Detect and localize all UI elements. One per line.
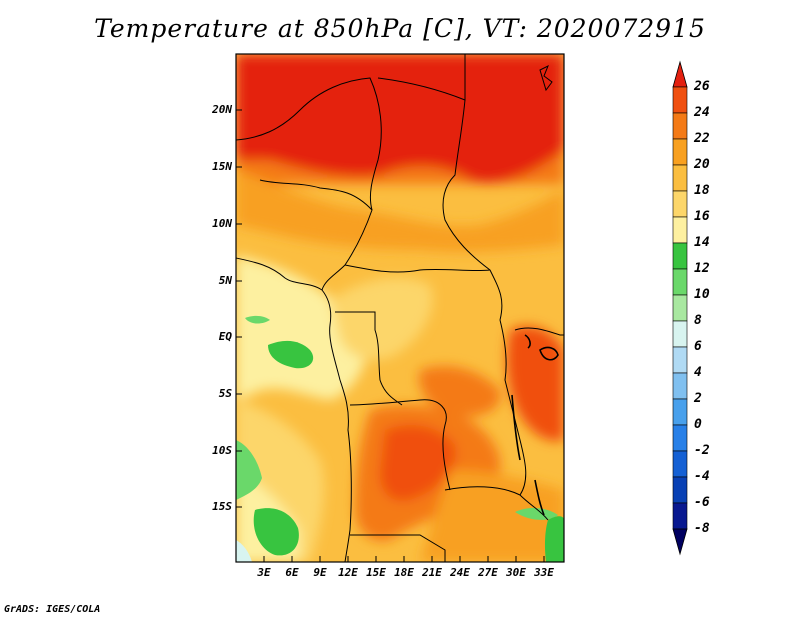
lon-label-3e: 3E — [257, 566, 271, 579]
lon-label-21e: 21E — [422, 566, 442, 579]
field-south-hot — [379, 425, 456, 501]
colorbar-label: 26 — [694, 79, 710, 94]
colorbar-box — [672, 346, 688, 374]
border-car — [344, 264, 491, 273]
coastline-west — [236, 257, 352, 562]
map-frame — [235, 53, 565, 563]
colorbar-label: 16 — [694, 209, 710, 224]
field-east-hot — [506, 326, 564, 441]
field-congo-mild — [330, 277, 433, 360]
lon-label-9e: 9E — [313, 566, 327, 579]
field-green-offshore — [245, 315, 270, 324]
colorbar-box — [672, 268, 688, 296]
colorbar-top-arrow — [672, 60, 688, 88]
colorbar-box — [672, 372, 688, 400]
colorbar-box — [672, 294, 688, 322]
temperature-field — [236, 54, 564, 562]
colorbar-box — [672, 138, 688, 166]
field-green-west-b — [253, 508, 299, 556]
field-green-gabon — [268, 340, 314, 369]
colorbar-label: -2 — [694, 443, 710, 458]
field-southeast-warm — [420, 470, 564, 562]
border-congo — [335, 311, 403, 406]
lat-label-10s: 10S — [212, 444, 232, 457]
colorbar-box — [672, 320, 688, 348]
border-chad-sudan — [442, 99, 503, 321]
colorbar-label: 4 — [694, 365, 702, 380]
lon-ticks — [263, 556, 545, 562]
field-green-mozambique — [544, 516, 564, 562]
field-green-malawi — [515, 508, 558, 520]
lat-label-15n: 15N — [212, 160, 232, 173]
credit-text: GrADS: IGES/COLA — [4, 604, 101, 615]
colorbar-label: 8 — [694, 313, 702, 328]
borders — [236, 54, 564, 562]
border-namibia — [350, 534, 446, 562]
field-green-west-a — [236, 440, 262, 500]
colorbar-box — [672, 190, 688, 218]
colorbar-box — [672, 398, 688, 426]
lakes — [511, 334, 559, 516]
lon-label-24e: 24E — [450, 566, 470, 579]
colorbar-box — [672, 450, 688, 478]
colorbar-box — [672, 112, 688, 140]
colorbar-label: 12 — [694, 261, 710, 276]
border-uganda — [514, 327, 564, 336]
colorbar-label: -8 — [694, 521, 710, 536]
field-sahel-band — [236, 170, 564, 253]
lake-albert — [524, 334, 531, 349]
colorbar-label: -4 — [694, 469, 710, 484]
colorbar-box — [672, 476, 688, 504]
lat-label-10n: 10N — [212, 217, 232, 230]
colorbar-label: 20 — [694, 157, 710, 172]
colorbar-boxes — [672, 86, 688, 530]
lon-label-33e: 33E — [534, 566, 554, 579]
lon-label-27e: 27E — [478, 566, 498, 579]
colorbar-box — [672, 502, 688, 530]
colorbar-box — [672, 216, 688, 244]
lon-label-30e: 30E — [506, 566, 526, 579]
coast-redsea — [539, 64, 553, 92]
border-north-b — [377, 54, 466, 101]
colorbar-label: 24 — [694, 105, 710, 120]
lat-label-15s: 15S — [212, 500, 232, 513]
border-nigeria — [259, 179, 373, 291]
colorbar-label: 0 — [694, 417, 702, 432]
lat-label-5n: 5N — [218, 274, 232, 287]
colorbar-bottom-arrow — [672, 528, 688, 556]
lon-label-15e: 15E — [366, 566, 386, 579]
colorbar-box — [672, 424, 688, 452]
border-drc-angola — [349, 399, 451, 491]
colorbar-label: 10 — [694, 287, 710, 302]
colorbar-label: 22 — [694, 131, 710, 146]
lat-label-eq: EQ — [218, 330, 232, 343]
colorbar-box — [672, 86, 688, 114]
colorbar — [672, 60, 688, 556]
border-north-a — [236, 77, 382, 211]
field-gulf-cool — [236, 255, 365, 400]
colorbar-label: 2 — [694, 391, 702, 406]
colorbar-box — [672, 164, 688, 192]
colorbar-label: 14 — [694, 235, 710, 250]
lake-malawi — [534, 479, 545, 516]
field-pale-corner — [236, 540, 252, 562]
lat-ticks — [236, 109, 242, 508]
field-north-hot — [236, 54, 564, 183]
border-zambia — [444, 486, 549, 521]
lon-label-18e: 18E — [394, 566, 414, 579]
lon-label-6e: 6E — [285, 566, 299, 579]
colorbar-label: -6 — [694, 495, 710, 510]
lake-victoria — [539, 346, 559, 361]
colorbar-label: 18 — [694, 183, 710, 198]
lat-label-20n: 20N — [212, 103, 232, 116]
chart-title: Temperature at 850hPa [C], VT: 202007291… — [94, 14, 706, 43]
colorbar-label: 6 — [694, 339, 702, 354]
lat-label-5s: 5S — [218, 387, 232, 400]
lon-label-12e: 12E — [338, 566, 358, 579]
colorbar-box — [672, 242, 688, 270]
lake-tanganyika — [511, 394, 521, 461]
